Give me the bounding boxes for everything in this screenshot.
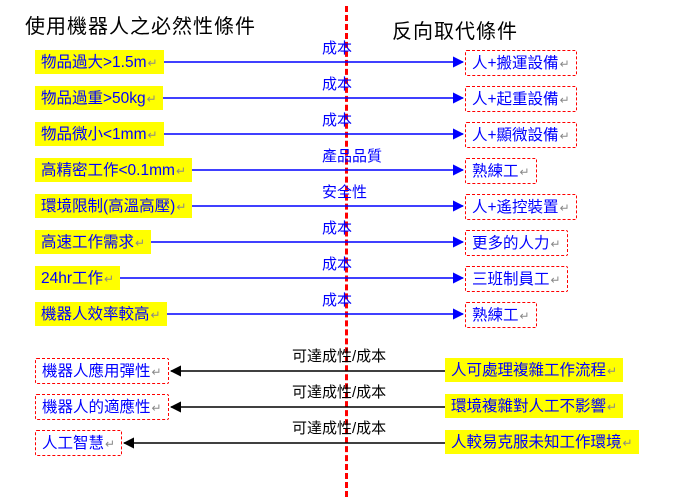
right-box-1: 人+起重設備↵ [465, 86, 577, 112]
return-glyph: ↵ [560, 57, 570, 71]
return-glyph: ↵ [551, 237, 561, 251]
edge-label-2: 成本 [322, 109, 352, 130]
left-box-10: 人工智慧↵ [35, 430, 122, 456]
edge-label-3: 產品品質 [322, 145, 382, 166]
return-glyph: ↵ [176, 200, 186, 214]
edge-label-5: 成本 [322, 217, 352, 238]
left-text-5: 高速工作需求 [41, 234, 134, 251]
right-text-7: 熟練工 [472, 307, 519, 324]
left-box-6: 24hr工作↵ [35, 266, 120, 290]
left-text-7: 機器人效率較高 [41, 306, 150, 323]
return-glyph: ↵ [147, 92, 157, 106]
right-text-10: 人較易克服未知工作環境 [451, 434, 622, 451]
return-glyph: ↵ [607, 364, 617, 378]
return-glyph: ↵ [607, 400, 617, 414]
right-box-10: 人較易克服未知工作環境↵ [445, 430, 639, 454]
right-box-7: 熟練工↵ [465, 302, 537, 328]
return-glyph: ↵ [520, 165, 530, 179]
right-box-9: 環境複雜對人工不影響↵ [445, 394, 623, 418]
right-text-4: 人+遙控裝置 [472, 199, 559, 216]
right-text-6: 三班制員工 [472, 271, 550, 288]
return-glyph: ↵ [148, 128, 158, 142]
return-glyph: ↵ [152, 401, 162, 415]
left-text-1: 物品過重>50kg [41, 90, 146, 107]
left-text-8: 機器人應用彈性 [42, 363, 151, 380]
right-box-2: 人+顯微設備↵ [465, 122, 577, 148]
left-box-0: 物品過大>1.5m↵ [35, 50, 164, 74]
return-glyph: ↵ [148, 56, 158, 70]
left-text-4: 環境限制(高溫高壓) [41, 198, 175, 215]
edge-label-6: 成本 [322, 253, 352, 274]
return-glyph: ↵ [551, 273, 561, 287]
return-glyph: ↵ [135, 236, 145, 250]
header-left: 使用機器人之必然性條件 [25, 10, 256, 39]
right-text-5: 更多的人力 [472, 235, 550, 252]
edge-label-8: 可達成性/成本 [292, 345, 386, 366]
edge-label-4: 安全性 [322, 181, 367, 202]
diagram-canvas: { "headers": { "left": "使用機器人之必然性條件", "r… [0, 0, 690, 503]
right-box-3: 熟練工↵ [465, 158, 537, 184]
return-glyph: ↵ [520, 309, 530, 323]
return-glyph: ↵ [560, 129, 570, 143]
right-text-0: 人+搬運設備 [472, 55, 559, 72]
right-text-2: 人+顯微設備 [472, 127, 559, 144]
edge-label-7: 成本 [322, 289, 352, 310]
left-text-2: 物品微小<1mm [41, 126, 147, 143]
return-glyph: ↵ [151, 308, 161, 322]
right-box-8: 人可處理複雜工作流程↵ [445, 358, 623, 382]
return-glyph: ↵ [176, 164, 186, 178]
right-box-4: 人+遙控裝置↵ [465, 194, 577, 220]
right-text-8: 人可處理複雜工作流程 [451, 362, 606, 379]
return-glyph: ↵ [152, 365, 162, 379]
left-box-1: 物品過重>50kg↵ [35, 86, 163, 110]
right-text-1: 人+起重設備 [472, 91, 559, 108]
return-glyph: ↵ [560, 201, 570, 215]
right-box-6: 三班制員工↵ [465, 266, 568, 292]
header-right: 反向取代條件 [392, 15, 518, 44]
left-box-8: 機器人應用彈性↵ [35, 358, 169, 384]
left-box-7: 機器人效率較高↵ [35, 302, 167, 326]
left-box-2: 物品微小<1mm↵ [35, 122, 164, 146]
left-text-10: 人工智慧 [42, 435, 104, 452]
left-box-9: 機器人的適應性↵ [35, 394, 169, 420]
edge-label-1: 成本 [322, 73, 352, 94]
edge-label-9: 可達成性/成本 [292, 381, 386, 402]
right-text-9: 環境複雜對人工不影響 [451, 398, 606, 415]
left-text-9: 機器人的適應性 [42, 399, 151, 416]
edge-label-10: 可達成性/成本 [292, 417, 386, 438]
left-text-3: 高精密工作<0.1mm [41, 162, 175, 179]
right-text-3: 熟練工 [472, 163, 519, 180]
return-glyph: ↵ [623, 436, 633, 450]
left-box-5: 高速工作需求↵ [35, 230, 151, 254]
edge-label-0: 成本 [322, 37, 352, 58]
return-glyph: ↵ [560, 93, 570, 107]
left-text-6: 24hr工作 [41, 270, 103, 287]
right-box-0: 人+搬運設備↵ [465, 50, 577, 76]
left-box-4: 環境限制(高溫高壓)↵ [35, 194, 192, 218]
left-box-3: 高精密工作<0.1mm↵ [35, 158, 192, 182]
return-glyph: ↵ [104, 272, 114, 286]
left-text-0: 物品過大>1.5m [41, 54, 147, 71]
return-glyph: ↵ [105, 437, 115, 451]
right-box-5: 更多的人力↵ [465, 230, 568, 256]
